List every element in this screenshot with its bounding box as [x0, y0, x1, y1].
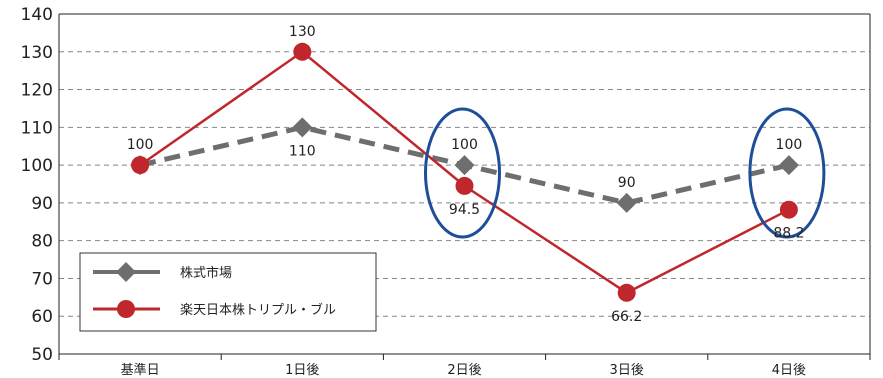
legend-label-market: 株式市場	[180, 265, 232, 281]
highlight-ellipse	[424, 107, 501, 239]
series-marker-triple-bull	[293, 42, 312, 61]
series-marker-market	[778, 155, 799, 176]
y-tick-label: 140	[21, 5, 53, 25]
y-tick-label: 60	[31, 307, 53, 327]
y-tick-label: 100	[21, 156, 53, 176]
data-label-market: 100	[776, 137, 803, 153]
axes	[58, 13, 871, 360]
x-tick-label: 基準日	[121, 362, 160, 378]
data-labels: 100 110 100 90 100 130 94.5 66.2 88.2	[127, 24, 805, 325]
data-label-market: 110	[289, 143, 316, 159]
series-marker-triple-bull	[455, 176, 474, 195]
data-label-market: 90	[618, 175, 636, 191]
x-tick-label: 3日後	[610, 363, 644, 378]
data-label-market: 100	[451, 137, 478, 153]
data-label-market: 100	[127, 137, 154, 153]
legend-marker-market	[116, 262, 136, 282]
y-tick-label: 50	[31, 345, 53, 365]
series-marker-market	[616, 192, 637, 213]
y-tick-label: 70	[31, 269, 53, 289]
data-label-triple-bull: 66.2	[611, 309, 642, 325]
y-tick-label: 90	[31, 194, 53, 214]
series-marker-triple-bull	[131, 156, 150, 175]
y-tick-label: 120	[21, 81, 53, 101]
x-tick-label: 1日後	[285, 363, 319, 378]
series-group	[130, 42, 799, 302]
y-tick-label: 110	[21, 118, 53, 138]
x-tick-label: 4日後	[772, 363, 806, 378]
data-label-triple-bull: 88.2	[773, 226, 804, 242]
series-marker-market	[454, 155, 475, 176]
series-marker-market	[292, 117, 313, 138]
highlight-ellipse	[748, 107, 826, 239]
legend-marker-triple-bull	[117, 300, 135, 318]
data-label-triple-bull: 94.5	[449, 202, 480, 218]
x-axis-ticks: 基準日 1日後 2日後 3日後 4日後	[121, 362, 806, 378]
series-marker-triple-bull	[779, 200, 798, 219]
legend-label-triple-bull: 楽天日本株トリプル・ブル	[180, 302, 336, 318]
legend-item-market: 株式市場	[93, 262, 232, 282]
series-marker-triple-bull	[617, 283, 636, 302]
legend-item-triple-bull: 楽天日本株トリプル・ブル	[93, 300, 336, 318]
y-axis-ticks: 50 60 70 80 90 100 110 120 130 140	[21, 5, 53, 365]
y-tick-label: 130	[21, 43, 53, 63]
legend: 株式市場 楽天日本株トリプル・ブル	[79, 252, 377, 332]
y-tick-label: 80	[31, 232, 53, 252]
highlight-ellipses	[424, 107, 826, 239]
x-tick-label: 2日後	[447, 363, 481, 378]
data-label-triple-bull: 130	[289, 24, 316, 40]
